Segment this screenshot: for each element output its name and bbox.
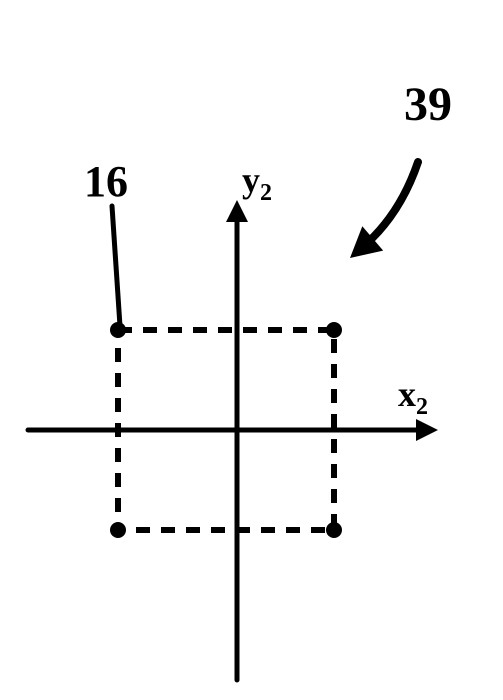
- ref-16-label: 16: [84, 157, 128, 206]
- ref-16-leader: [112, 206, 120, 326]
- x-axis-label: x2: [398, 374, 428, 420]
- diagram-figure: x2 y2 39 16: [0, 0, 503, 700]
- square-corner-tr: [326, 322, 342, 338]
- ref-39-label: 39: [404, 78, 452, 131]
- y-axis-arrowhead: [226, 200, 248, 222]
- x-axis-arrowhead: [416, 419, 438, 441]
- ref-39-arrow: [363, 162, 418, 247]
- square-corner-bl: [110, 522, 126, 538]
- y-axis-label: y2: [242, 160, 272, 206]
- square-corner-br: [326, 522, 342, 538]
